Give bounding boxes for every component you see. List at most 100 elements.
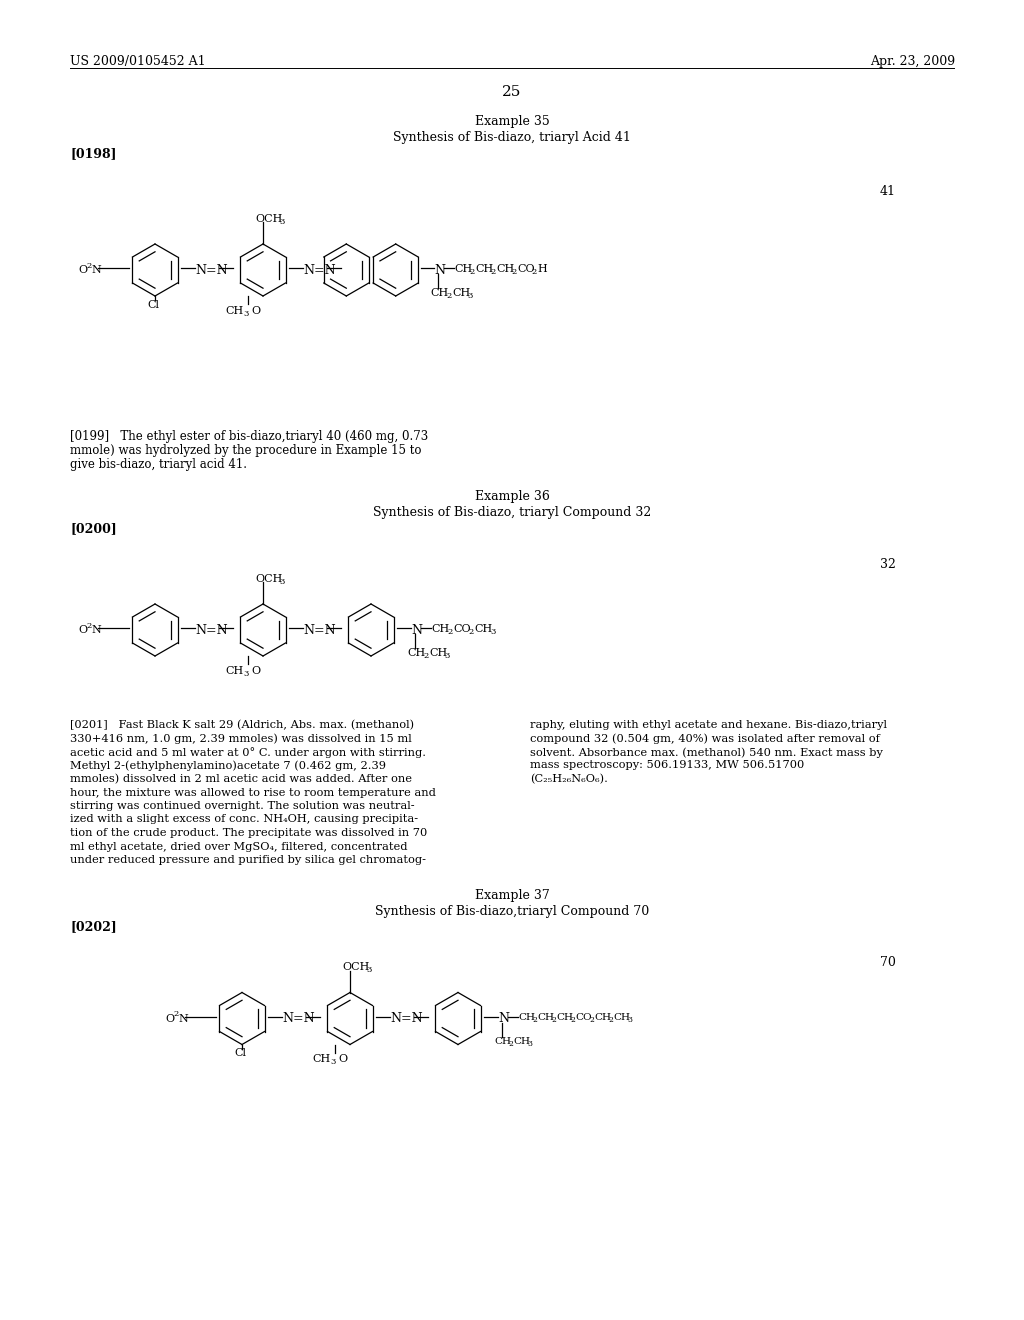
Text: [0199]   The ethyl ester of bis-diazo,triaryl 40 (460 mg, 0.73: [0199] The ethyl ester of bis-diazo,tria… [70,430,428,444]
Text: CH: CH [430,288,449,298]
Text: tion of the crude product. The precipitate was dissolved in 70: tion of the crude product. The precipita… [70,828,427,838]
Text: Example 37: Example 37 [475,888,549,902]
Text: (C₂₅H₂₆N₆O₆).: (C₂₅H₂₆N₆O₆). [530,774,608,784]
Text: ized with a slight excess of conc. NH₄OH, causing precipita-: ized with a slight excess of conc. NH₄OH… [70,814,418,825]
Text: Example 35: Example 35 [475,115,549,128]
Text: CH: CH [474,624,493,634]
Text: [0202]: [0202] [70,920,117,933]
Text: Cl: Cl [147,300,159,310]
Text: CH: CH [556,1012,573,1022]
Text: 3: 3 [243,310,249,318]
Text: CH: CH [454,264,472,275]
Text: 3: 3 [243,671,249,678]
Text: mmoles) dissolved in 2 ml acetic acid was added. After one: mmoles) dissolved in 2 ml acetic acid wa… [70,774,412,784]
Text: 25: 25 [503,84,521,99]
Text: O: O [251,667,260,676]
Text: Synthesis of Bis-diazo, triaryl Compound 32: Synthesis of Bis-diazo, triaryl Compound… [373,506,651,519]
Text: US 2009/0105452 A1: US 2009/0105452 A1 [70,55,206,69]
Text: N=N: N=N [195,264,227,277]
Text: CH: CH [431,624,450,634]
Text: 3: 3 [444,652,450,660]
Text: Methyl 2-(ethylphenylamino)acetate 7 (0.462 gm, 2.39: Methyl 2-(ethylphenylamino)acetate 7 (0.… [70,760,386,771]
Text: N=N: N=N [195,624,227,638]
Text: hour, the mixture was allowed to rise to room temperature and: hour, the mixture was allowed to rise to… [70,788,436,797]
Text: OCH: OCH [255,574,283,583]
Text: N: N [91,624,100,635]
Text: acetic acid and 5 ml water at 0° C. under argon with stirring.: acetic acid and 5 ml water at 0° C. unde… [70,747,426,758]
Text: H: H [537,264,547,275]
Text: Apr. 23, 2009: Apr. 23, 2009 [870,55,955,69]
Text: O: O [338,1055,347,1064]
Text: 3: 3 [527,1040,532,1048]
Text: CH: CH [429,648,447,657]
Text: 2: 2 [511,268,516,276]
Text: [0198]: [0198] [70,147,117,160]
Text: CH: CH [475,264,494,275]
Text: 2: 2 [490,268,496,276]
Text: stirring was continued overnight. The solution was neutral-: stirring was continued overnight. The so… [70,801,415,810]
Text: 330+416 nm, 1.0 gm, 2.39 mmoles) was dissolved in 15 ml: 330+416 nm, 1.0 gm, 2.39 mmoles) was dis… [70,734,412,744]
Text: [0201]   Fast Black K salt 29 (Aldrich, Abs. max. (methanol): [0201] Fast Black K salt 29 (Aldrich, Ab… [70,719,414,730]
Text: 3: 3 [279,578,285,586]
Text: 2: 2 [447,628,453,636]
Text: [0200]: [0200] [70,521,117,535]
Text: 2: 2 [86,622,91,630]
Text: raphy, eluting with ethyl acetate and hexane. Bis-diazo,triaryl: raphy, eluting with ethyl acetate and he… [530,719,887,730]
Text: Synthesis of Bis-diazo,triaryl Compound 70: Synthesis of Bis-diazo,triaryl Compound … [375,904,649,917]
Text: 2: 2 [423,652,428,660]
Text: N: N [498,1012,509,1026]
Text: 2: 2 [589,1016,594,1024]
Text: 70: 70 [880,957,896,969]
Text: 2: 2 [86,261,91,271]
Text: Synthesis of Bis-diazo, triaryl Acid 41: Synthesis of Bis-diazo, triaryl Acid 41 [393,131,631,144]
Text: 2: 2 [508,1040,513,1048]
Text: N=N: N=N [282,1012,314,1026]
Text: 3: 3 [330,1059,336,1067]
Text: CO: CO [453,624,471,634]
Text: 41: 41 [880,185,896,198]
Text: Example 36: Example 36 [474,490,550,503]
Text: 3: 3 [627,1016,632,1024]
Text: N: N [91,265,100,275]
Text: under reduced pressure and purified by silica gel chromatog-: under reduced pressure and purified by s… [70,855,426,865]
Text: CH: CH [594,1012,611,1022]
Text: OCH: OCH [255,214,283,224]
Text: compound 32 (0.504 gm, 40%) was isolated after removal of: compound 32 (0.504 gm, 40%) was isolated… [530,734,880,744]
Text: 2: 2 [468,628,473,636]
Text: N=N: N=N [303,264,336,277]
Text: CH: CH [613,1012,630,1022]
Text: CH: CH [513,1036,530,1045]
Text: CO: CO [575,1012,592,1022]
Text: CH: CH [452,288,470,298]
Text: 2: 2 [173,1011,178,1019]
Text: O: O [165,1014,174,1023]
Text: N=N: N=N [390,1012,423,1026]
Text: N: N [434,264,445,277]
Text: CH: CH [407,648,425,657]
Text: O: O [78,624,87,635]
Text: 3: 3 [490,628,496,636]
Text: 2: 2 [570,1016,574,1024]
Text: 3: 3 [366,966,372,974]
Text: 3: 3 [279,218,285,226]
Text: CH: CH [537,1012,554,1022]
Text: 2: 2 [531,268,537,276]
Text: CH: CH [496,264,514,275]
Text: CO: CO [517,264,535,275]
Text: mmole) was hydrolyzed by the procedure in Example 15 to: mmole) was hydrolyzed by the procedure i… [70,444,422,457]
Text: OCH: OCH [342,962,370,973]
Text: solvent. Absorbance max. (methanol) 540 nm. Exact mass by: solvent. Absorbance max. (methanol) 540 … [530,747,883,758]
Text: Cl: Cl [234,1048,246,1059]
Text: N=N: N=N [303,624,336,638]
Text: CH: CH [494,1036,511,1045]
Text: give bis-diazo, triaryl acid 41.: give bis-diazo, triaryl acid 41. [70,458,247,471]
Text: O: O [251,306,260,315]
Text: CH: CH [312,1055,331,1064]
Text: 2: 2 [446,292,452,300]
Text: mass spectroscopy: 506.19133, MW 506.51700: mass spectroscopy: 506.19133, MW 506.517… [530,760,804,771]
Text: N: N [411,624,422,638]
Text: 3: 3 [467,292,472,300]
Text: O: O [78,265,87,275]
Text: ml ethyl acetate, dried over MgSO₄, filtered, concentrated: ml ethyl acetate, dried over MgSO₄, filt… [70,842,408,851]
Text: 2: 2 [608,1016,613,1024]
